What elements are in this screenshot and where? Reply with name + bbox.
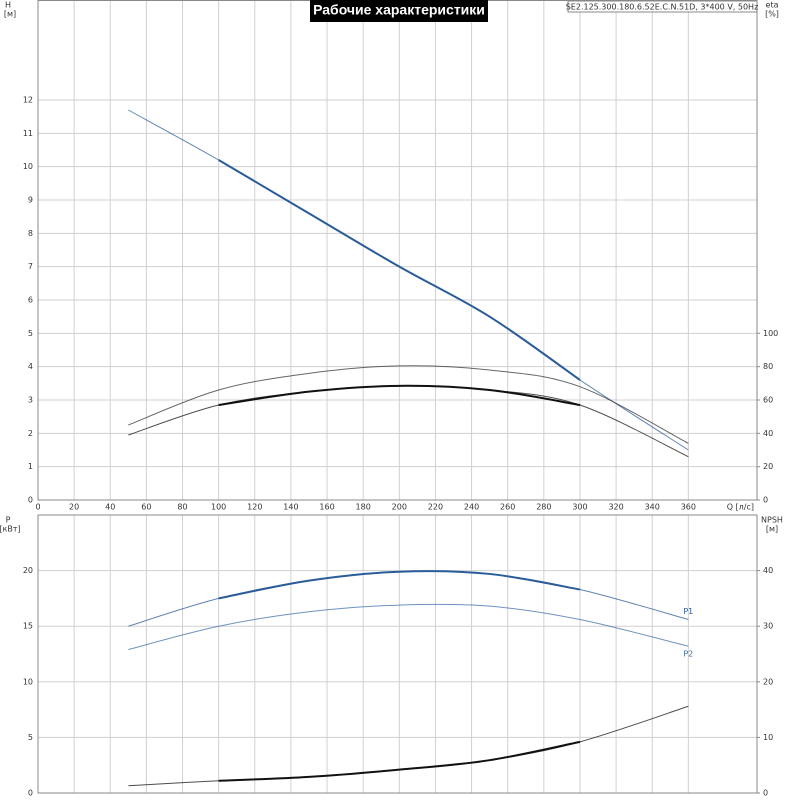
- y-axis-label: H: [5, 1, 11, 10]
- x-tick-label: 60: [141, 503, 151, 512]
- x-tick-label: 80: [177, 503, 187, 512]
- y2-axis-label: NPSH: [761, 516, 783, 525]
- y2-tick-label: 40: [763, 566, 773, 575]
- x-tick-label: 40: [105, 503, 115, 512]
- curves: [128, 109, 689, 787]
- y-tick-label: 6: [28, 296, 33, 305]
- x-tick-label: 220: [428, 503, 443, 512]
- x-tick-label: 260: [500, 503, 515, 512]
- y-axis-unit: [м]: [4, 10, 16, 19]
- y2-tick-label: 0: [763, 496, 768, 505]
- operating-range-curve: [218, 159, 581, 381]
- subtitle-box: [567, 0, 758, 13]
- y2-tick-label: 80: [763, 362, 773, 371]
- y2-axis-unit: [м]: [766, 525, 778, 534]
- y-tick-label: 9: [28, 196, 33, 205]
- x-tick-label: 0: [35, 503, 40, 512]
- y2-axis-label: eta: [766, 1, 779, 10]
- plot-frame: [37, 514, 758, 794]
- operating-range-curve: [218, 570, 581, 600]
- x-tick-label: 120: [247, 503, 262, 512]
- y2-tick-label: 0: [763, 789, 768, 798]
- y-tick-label: 20: [23, 566, 33, 575]
- x-tick-label: 100: [211, 503, 226, 512]
- y-tick-label: 1: [28, 462, 33, 471]
- operating-range-curve: [218, 384, 581, 406]
- x-tick-label: 160: [319, 503, 334, 512]
- y-tick-label: 8: [28, 229, 33, 238]
- x-tick-label: 340: [645, 503, 660, 512]
- labels: 0 20 40 60 80 100 120 140 160 180 200 220 240 260 280 3…: [0, 1, 783, 798]
- y2-axis-unit: [%]: [765, 10, 779, 19]
- x-tick-label: 20: [69, 503, 79, 512]
- x-tick-label: 240: [464, 503, 479, 512]
- y2-tick-label: 10: [763, 733, 773, 742]
- y-tick-label: 4: [28, 362, 33, 371]
- curve: [128, 603, 689, 651]
- y-tick-label: 12: [23, 96, 33, 105]
- y2-tick-label: 20: [763, 677, 773, 686]
- y-tick-label: 5: [28, 329, 33, 338]
- y-tick-label: 2: [28, 429, 33, 438]
- chart-subtitle: SE2.125.300.180.6.52E.C.N.51D, 3*400 V, …: [566, 3, 759, 12]
- y-tick-label: 3: [28, 396, 33, 405]
- y2-tick-label: 20: [763, 462, 773, 471]
- y-tick-label: 7: [28, 262, 33, 271]
- operating-range-curve: [218, 740, 581, 782]
- y-tick-label: 11: [23, 129, 33, 138]
- y2-tick-label: 30: [763, 622, 773, 631]
- y-axis-label: P: [6, 516, 11, 525]
- y-tick-label: 5: [28, 733, 33, 742]
- y2-tick-label: 100: [763, 329, 778, 338]
- y-tick-label: 10: [23, 677, 33, 686]
- x-tick-label: 300: [572, 503, 587, 512]
- y-tick-label: 10: [23, 162, 33, 171]
- y2-tick-label: 60: [763, 396, 773, 405]
- x-tick-label: 180: [356, 503, 371, 512]
- y-tick-label: 15: [23, 622, 33, 631]
- x-tick-label: 320: [608, 503, 623, 512]
- curve: [128, 365, 689, 444]
- y-tick-label: 0: [28, 789, 33, 798]
- x-tick-label: 280: [536, 503, 551, 512]
- chart-title: Рабочие характеристики: [313, 2, 485, 18]
- y-tick-label: 0: [28, 496, 33, 505]
- series-label: P2: [683, 650, 693, 659]
- y-axis-unit: [кВт]: [0, 525, 21, 534]
- y2-tick-label: 40: [763, 429, 773, 438]
- series-label: P1: [683, 607, 693, 616]
- x-tick-label: 200: [392, 503, 407, 512]
- x-tick-label: 140: [283, 503, 298, 512]
- title-box: [310, 0, 488, 22]
- x-tick-label: 360: [681, 503, 696, 512]
- x-axis-label: Q [л/с]: [727, 503, 754, 512]
